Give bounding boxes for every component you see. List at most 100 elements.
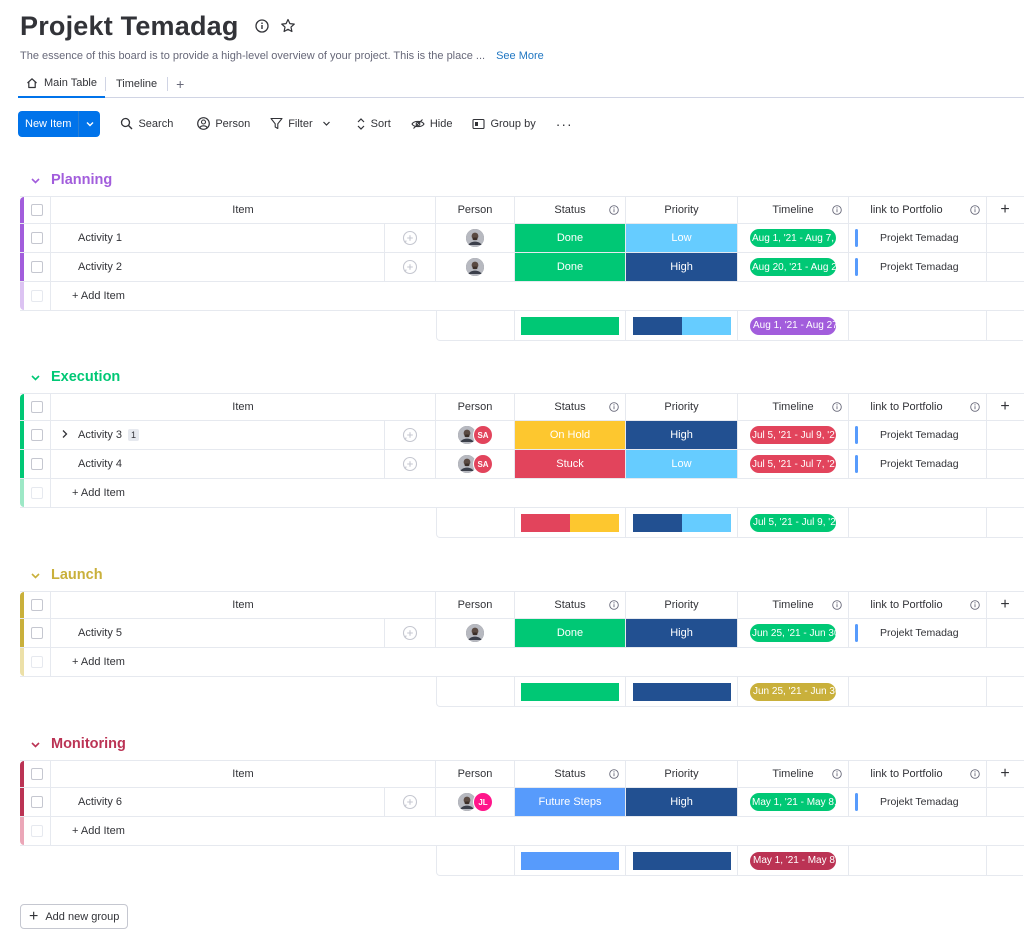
add-item-row[interactable]: + Add Item — [20, 817, 1024, 846]
column-header-link[interactable]: link to Portfolio — [849, 394, 987, 420]
new-item-button[interactable]: New Item — [25, 117, 72, 130]
tab-timeline[interactable]: Timeline — [106, 70, 167, 98]
add-update-cell[interactable] — [385, 450, 436, 478]
add-column-button[interactable]: + — [987, 761, 1023, 787]
status-cell[interactable]: Done — [515, 253, 626, 281]
status-label[interactable]: Stuck — [515, 450, 625, 478]
table-row[interactable]: Activity 4 SA Stuck Low Jul 5, '21 - Jul 7, … — [20, 450, 1024, 479]
add-item-row[interactable]: + Add Item — [20, 648, 1024, 677]
linked-board-name[interactable]: Projekt Temadag — [880, 458, 959, 470]
status-cell[interactable]: Stuck — [515, 450, 626, 478]
info-icon[interactable] — [832, 205, 842, 218]
item-name[interactable]: Activity 1 — [78, 232, 123, 244]
priority-cell[interactable]: High — [626, 619, 738, 647]
add-item-row[interactable]: + Add Item — [20, 282, 1024, 311]
status-label[interactable]: Future Steps — [515, 788, 625, 816]
row-checkbox[interactable] — [31, 261, 43, 273]
sort-button[interactable]: Sort — [356, 117, 391, 131]
column-header-priority[interactable]: Priority — [626, 197, 738, 223]
person-cell[interactable]: SA — [436, 450, 515, 478]
timeline-cell[interactable]: Jul 5, '21 - Jul 7, '21 — [738, 450, 849, 478]
avatar[interactable] — [465, 623, 485, 643]
priority-cell[interactable]: Low — [626, 450, 738, 478]
add-update-icon[interactable] — [402, 794, 418, 810]
chevron-down-icon[interactable] — [30, 175, 41, 186]
add-update-cell[interactable] — [385, 224, 436, 252]
add-update-cell[interactable] — [385, 253, 436, 281]
add-update-cell[interactable] — [385, 788, 436, 816]
group-by-button[interactable]: Group by — [472, 118, 536, 130]
item-name[interactable]: Activity 2 — [78, 261, 123, 273]
board-title[interactable]: Projekt Temadag — [20, 10, 239, 41]
priority-summary-cell[interactable] — [626, 677, 738, 707]
add-update-icon[interactable] — [402, 427, 418, 443]
add-column-button[interactable]: + — [987, 197, 1023, 223]
status-summary-bar[interactable] — [521, 851, 619, 870]
column-header-timeline[interactable]: Timeline — [738, 197, 849, 223]
item-name-cell[interactable]: Activity 4 — [51, 450, 385, 478]
select-all-checkbox[interactable] — [31, 768, 43, 780]
timeline-pill[interactable]: Aug 20, '21 - Aug 27, '21 — [750, 258, 836, 276]
add-view-button[interactable]: + — [176, 75, 185, 92]
timeline-pill[interactable]: Jul 5, '21 - Jul 7, '21 — [750, 455, 836, 473]
link-cell[interactable]: Projekt Temadag — [849, 421, 987, 449]
chevron-right-icon[interactable] — [61, 429, 69, 442]
row-checkbox[interactable] — [31, 232, 43, 244]
item-name-cell[interactable]: Activity 3 1 — [51, 421, 385, 449]
avatar[interactable] — [465, 228, 485, 248]
priority-label[interactable]: Low — [626, 450, 737, 478]
person-cell[interactable] — [436, 224, 515, 252]
column-header-person[interactable]: Person — [436, 761, 515, 787]
priority-cell[interactable]: High — [626, 421, 738, 449]
status-label[interactable]: Done — [515, 253, 625, 281]
status-summary-bar[interactable] — [521, 316, 619, 335]
info-icon[interactable] — [609, 402, 619, 415]
column-header-link[interactable]: link to Portfolio — [849, 761, 987, 787]
column-header-priority[interactable]: Priority — [626, 394, 738, 420]
timeline-summary-cell[interactable]: May 1, '21 - May 8 — [738, 846, 849, 876]
add-column-button[interactable]: + — [987, 394, 1023, 420]
item-name[interactable]: Activity 3 — [78, 429, 123, 441]
star-icon[interactable] — [279, 17, 297, 35]
item-name-cell[interactable]: Activity 5 — [51, 619, 385, 647]
priority-summary-bar[interactable] — [632, 316, 731, 335]
column-header-priority[interactable]: Priority — [626, 592, 738, 618]
priority-summary-bar[interactable] — [632, 513, 731, 532]
filter-button[interactable]: Filter — [270, 117, 335, 130]
timeline-summary-cell[interactable]: Aug 1, '21 - Aug 27 — [738, 311, 849, 341]
priority-summary-cell[interactable] — [626, 508, 738, 538]
linked-board-name[interactable]: Projekt Temadag — [880, 261, 959, 273]
select-all-checkbox[interactable] — [31, 204, 43, 216]
avatar[interactable] — [465, 257, 485, 277]
person-cell[interactable]: JL — [436, 788, 515, 816]
group-title[interactable]: Launch — [30, 565, 103, 585]
info-icon[interactable] — [970, 205, 980, 218]
timeline-cell[interactable]: Aug 1, '21 - Aug 7, '21 — [738, 224, 849, 252]
group-title[interactable]: Monitoring — [30, 734, 126, 754]
timeline-summary-pill[interactable]: Jul 5, '21 - Jul 9, '21 — [750, 513, 836, 532]
chevron-down-icon[interactable] — [30, 372, 41, 383]
row-checkbox[interactable] — [31, 796, 43, 808]
add-item-input[interactable]: + Add Item — [51, 817, 1023, 845]
item-name[interactable]: Activity 4 — [78, 458, 123, 470]
linked-board-name[interactable]: Projekt Temadag — [880, 429, 959, 441]
item-name[interactable]: Activity 5 — [78, 627, 123, 639]
row-checkbox[interactable] — [31, 627, 43, 639]
item-name-cell[interactable]: Activity 6 — [51, 788, 385, 816]
linked-board-chip[interactable]: Projekt Temadag — [849, 619, 959, 647]
column-header-link[interactable]: link to Portfolio — [849, 592, 987, 618]
tab-main-table[interactable]: Main Table — [18, 70, 105, 98]
avatar-initials[interactable]: JL — [473, 792, 493, 812]
add-update-cell[interactable] — [385, 619, 436, 647]
timeline-pill[interactable]: Jun 25, '21 - Jun 30, '21 — [750, 624, 836, 642]
status-summary-bar[interactable] — [521, 682, 619, 701]
person-cell[interactable] — [436, 253, 515, 281]
info-icon[interactable] — [832, 402, 842, 415]
row-checkbox[interactable] — [31, 429, 43, 441]
add-update-icon[interactable] — [402, 625, 418, 641]
timeline-summary-pill[interactable]: Aug 1, '21 - Aug 27 — [750, 316, 836, 335]
timeline-cell[interactable]: May 1, '21 - May 8, '21 — [738, 788, 849, 816]
row-checkbox[interactable] — [31, 458, 43, 470]
item-name-cell[interactable]: Activity 2 — [51, 253, 385, 281]
column-header-status[interactable]: Status — [515, 197, 626, 223]
